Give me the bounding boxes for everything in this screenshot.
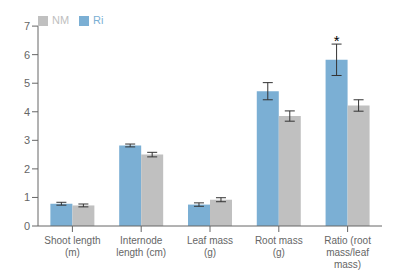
svg-text:1: 1 <box>24 191 30 203</box>
svg-text:3: 3 <box>24 134 30 146</box>
svg-text:5: 5 <box>24 77 30 89</box>
svg-text:Shoot length(m): Shoot length(m) <box>44 235 100 258</box>
svg-text:6: 6 <box>24 49 30 61</box>
svg-text:2: 2 <box>24 163 30 175</box>
svg-text:Leaf mass(g): Leaf mass(g) <box>187 235 233 258</box>
svg-text:4: 4 <box>24 106 30 118</box>
html-text:Ri: Ri <box>93 14 104 26</box>
html-text:NM: NM <box>52 14 70 26</box>
svg-text:Ratio (rootmass/leafmass): Ratio (rootmass/leafmass) <box>324 235 371 270</box>
svg-text:0: 0 <box>24 220 30 232</box>
svg-text:7: 7 <box>24 20 30 32</box>
svg-text:*: * <box>334 32 340 49</box>
svg-text:Root mass(g): Root mass(g) <box>255 235 303 258</box>
svg-text:Internodelength (cm): Internodelength (cm) <box>116 235 166 258</box>
